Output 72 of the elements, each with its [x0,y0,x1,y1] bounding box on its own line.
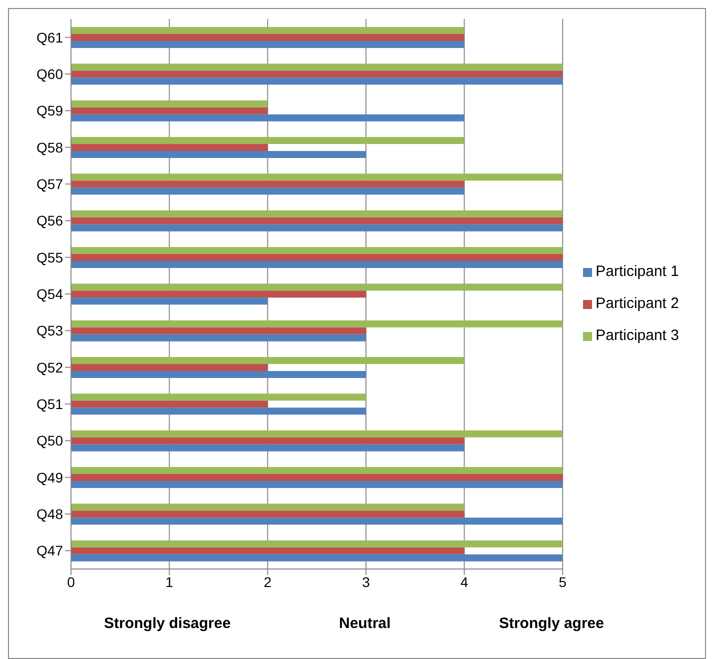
bar [71,371,366,378]
bar [71,284,563,291]
y-tick-label: Q53 [36,322,64,339]
legend-label: Participant 2 [596,295,679,312]
bar [71,334,366,342]
bar [71,467,563,474]
bar [71,151,366,158]
y-tick-label: Q61 [36,29,64,46]
text: Strongly agree [498,615,604,632]
bar [71,64,563,71]
bar [71,27,464,34]
bar [71,298,268,305]
bar [71,180,464,188]
bar [71,547,464,554]
bar [71,70,563,78]
bar [71,554,563,562]
x-tick-label: 4 [460,574,468,590]
y-tick-label: Q60 [36,66,64,82]
bar [71,540,563,548]
bar [71,188,464,195]
legend-label: Participant 1 [596,263,679,280]
bar [71,78,563,85]
bar [71,254,563,261]
y-tick-label: Q54 [36,286,64,302]
bar [71,144,268,151]
y-tick-label: Q48 [36,506,64,522]
y-tick-label: Q57 [36,176,64,192]
x-tick-label: 5 [558,574,567,590]
y-tick-label: Q50 [36,432,64,449]
bar [71,224,563,232]
bar [71,474,563,481]
bar [71,510,464,518]
bar [71,217,563,224]
bar [71,357,464,364]
y-tick-label: Q59 [36,102,64,119]
bar [71,100,268,108]
bar [71,320,563,328]
bar [71,174,563,181]
bar [71,34,464,41]
bar [71,430,563,438]
y-tick-label: Q55 [36,249,64,266]
bar [71,107,268,114]
bar [71,504,464,511]
y-tick-label: Q56 [36,212,64,229]
x-tick-label: 3 [362,574,370,590]
bar [71,364,268,371]
bar [71,327,366,334]
bar [71,41,464,48]
y-tick-label: Q47 [36,542,64,559]
x-tick-label: 1 [165,574,174,590]
bar [71,400,268,408]
bar [71,137,464,144]
bar [71,394,366,401]
bar [71,210,563,218]
x-tick-label: 2 [264,574,272,590]
y-tick-label: Q49 [36,469,64,486]
bar [71,408,366,415]
bar [71,444,464,452]
bar [71,437,464,444]
bar [71,247,563,254]
bar [71,261,563,268]
bar [71,114,464,122]
legend-label: Participant 3 [596,327,679,344]
y-tick-label: Q58 [36,139,64,156]
text: Strongly disagree [104,615,231,632]
text: Neutral [338,615,391,632]
y-tick-label: Q52 [36,359,64,376]
bar [71,518,563,525]
bar [71,290,366,298]
y-tick-label: Q51 [36,396,64,412]
x-tick-label: 0 [67,574,76,590]
bar [71,481,563,488]
